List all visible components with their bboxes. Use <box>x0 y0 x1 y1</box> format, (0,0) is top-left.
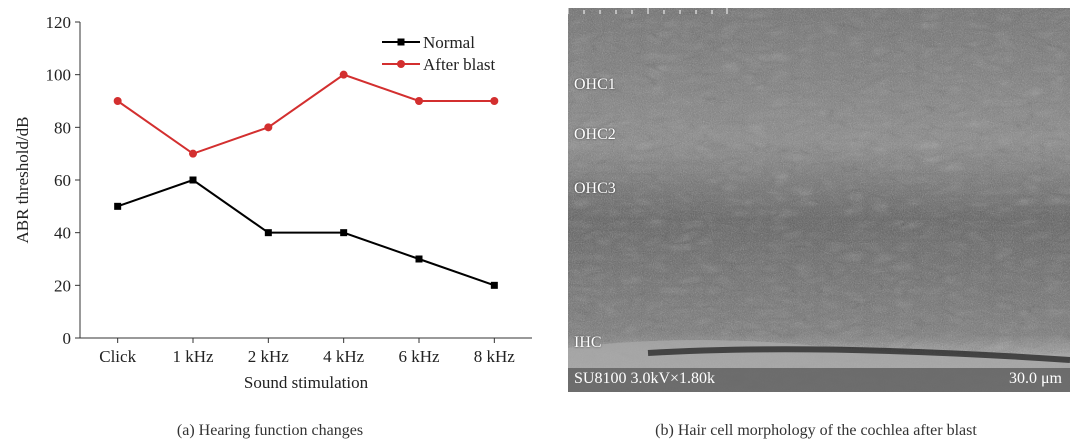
data-point-1 <box>264 123 273 132</box>
data-point-1 <box>339 70 348 79</box>
x-tick-label: 8 kHz <box>474 347 516 366</box>
legend-marker-0 <box>397 38 405 46</box>
x-tick-label: 2 kHz <box>248 347 290 366</box>
chart-legend: Normal After blast <box>382 33 496 74</box>
data-point-0 <box>415 255 423 263</box>
data-point-1 <box>189 149 197 158</box>
data-point-1 <box>490 97 499 105</box>
y-tick-label: 60 <box>54 171 71 190</box>
y-tick-label: 100 <box>46 66 72 85</box>
sem-info-bar <box>568 368 1070 392</box>
series-line-0 <box>117 178 495 287</box>
caption-a: (a) Hearing function changes <box>176 422 364 439</box>
y-tick-label: 80 <box>54 118 71 137</box>
legend-label-1: After blast <box>423 55 496 74</box>
legend-label-0: Normal <box>423 33 475 52</box>
x-tick-label: 4 kHz <box>323 347 365 366</box>
sem-scale-bar <box>568 8 728 14</box>
line-chart: 0 20 40 60 80 100 120 Click 1 kHz 2 kHz 4 kHz 6 kHz… <box>13 13 532 392</box>
x-tick-label: 1 kHz <box>172 347 214 366</box>
data-point-0 <box>264 229 272 237</box>
x-axis-label: Sound stimulation <box>244 373 369 392</box>
data-point-0 <box>490 281 498 289</box>
chart-series <box>113 70 499 289</box>
data-point-1 <box>415 97 423 105</box>
data-point-1 <box>113 97 122 105</box>
sem-micrograph: OHC1 OHC2 OHC3 IHC SU8100 3.0kV×1.80k 30… <box>568 8 1070 392</box>
y-tick-label: 0 <box>63 329 72 348</box>
sem-instrument-info: SU8100 3.0kV×1.80k <box>574 370 716 387</box>
y-axis-label: ABR threshold/dB <box>13 116 32 243</box>
sem-scale-label: 30.0 μm <box>1008 370 1062 387</box>
y-tick-label: 20 <box>54 276 71 295</box>
caption-b: (b) Hair cell morphology of the cochlea … <box>655 422 977 439</box>
data-point-0 <box>189 176 197 184</box>
sem-label-ihc: IHC <box>574 334 602 351</box>
sem-label-ohc3: OHC3 <box>574 180 616 197</box>
data-point-0 <box>340 229 348 237</box>
series-line-1 <box>117 73 495 155</box>
x-tick-label: Click <box>99 347 136 366</box>
x-tick-label: 6 kHz <box>398 347 440 366</box>
sem-texture <box>568 8 1070 392</box>
sem-label-ohc2: OHC2 <box>574 126 616 143</box>
data-point-0 <box>114 202 122 210</box>
y-tick-label: 40 <box>54 224 71 243</box>
legend-marker-1 <box>397 60 405 68</box>
y-tick-label: 120 <box>46 13 72 32</box>
sem-label-ohc1: OHC1 <box>574 76 616 93</box>
chart-axes: 0 20 40 60 80 100 120 Click 1 kHz 2 kHz 4 kHz 6 kHz… <box>13 13 532 392</box>
